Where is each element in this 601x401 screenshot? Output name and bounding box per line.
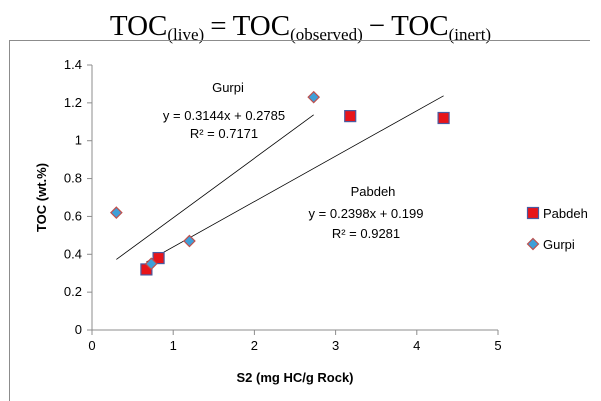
data-point-gurpi xyxy=(183,234,196,248)
y-tick-label: 0 xyxy=(75,322,82,337)
data-point-gurpi xyxy=(307,90,321,104)
trendline-gurpi xyxy=(116,114,314,260)
y-tick-label: 1 xyxy=(75,133,82,148)
trendline-label-gurpi: y = 0.3144x + 0.2785 xyxy=(163,108,285,123)
chart-frame xyxy=(9,40,590,401)
data-point-pabdeh xyxy=(437,111,450,125)
equation-term-observed: TOC xyxy=(232,10,291,42)
trendline-label-pabdeh: Pabdeh xyxy=(351,184,396,199)
x-tick-label: 2 xyxy=(251,338,258,353)
data-point-gurpi xyxy=(110,206,123,219)
x-tick-label: 5 xyxy=(494,338,501,353)
x-axis-title: S2 (mg HC/g Rock) xyxy=(236,370,353,385)
equation-lhs: TOC xyxy=(109,10,168,42)
data-point-pabdeh xyxy=(344,110,357,123)
y-tick-label: 1.2 xyxy=(64,95,82,110)
trendline-label-gurpi: R² = 0.7171 xyxy=(190,126,258,141)
trendline-label-pabdeh: R² = 0.9281 xyxy=(332,226,400,241)
x-tick-label: 3 xyxy=(332,338,339,353)
y-tick-label: 1.4 xyxy=(64,57,82,72)
y-tick-label: 0.2 xyxy=(64,284,82,299)
equation-term-observed-subscript: (observed) xyxy=(290,25,363,44)
toc-equation: TOC(live) = TOC(observed) − TOC(inert) xyxy=(0,8,601,44)
y-tick-label: 0.4 xyxy=(64,246,82,261)
trendline-pabdeh xyxy=(146,95,444,263)
y-tick-label: 0.6 xyxy=(64,208,82,223)
equation-term-inert: TOC xyxy=(391,10,449,42)
legend-label-pabdeh: Pabdeh xyxy=(543,206,588,221)
equation-lhs-subscript: (live) xyxy=(167,25,205,44)
equation-minus-sign: − xyxy=(368,10,386,42)
legend-marker-pabdeh xyxy=(526,206,540,220)
y-tick-label: 0.8 xyxy=(64,171,82,186)
legend-marker-gurpi xyxy=(526,237,540,251)
y-axis-title: TOC (wt.%) xyxy=(34,163,49,232)
x-tick-label: 4 xyxy=(413,338,420,353)
data-point-pabdeh xyxy=(152,251,165,265)
legend-label-gurpi: Gurpi xyxy=(543,237,575,252)
x-tick-label: 1 xyxy=(170,338,177,353)
data-point-gurpi xyxy=(144,257,158,271)
equation-equals-sign: = xyxy=(210,10,227,42)
trendline-label-pabdeh: y = 0.2398x + 0.199 xyxy=(309,206,424,221)
trendline-label-gurpi: Gurpi xyxy=(212,80,244,95)
equation-term-inert-subscript: (inert) xyxy=(448,25,492,44)
x-tick-label: 0 xyxy=(88,338,95,353)
